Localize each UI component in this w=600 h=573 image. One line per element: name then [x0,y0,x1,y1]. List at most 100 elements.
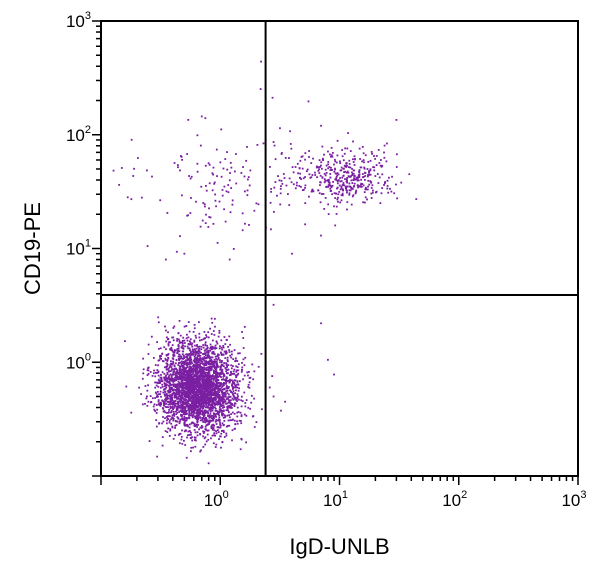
population-1-point [211,402,214,405]
population-1-point [177,345,180,348]
population-1-point [178,350,181,353]
population-1-point [187,376,190,378]
population-1-point [227,393,230,396]
population-1-point [193,359,196,362]
population-1-point [199,407,202,410]
population-1-point [221,414,224,417]
population-1-point [236,400,238,402]
population-2-point [292,171,295,174]
population-1-point [178,422,181,425]
population-2-point [301,167,304,170]
population-2-point [332,181,335,183]
population-2-point [380,159,382,161]
population-1-point [232,387,234,389]
population-1-point [195,351,198,354]
population-1-point [149,371,152,373]
population-1-point [178,374,181,376]
population-3-point [240,172,243,174]
population-1-point [222,424,225,427]
population-1-point [219,361,221,364]
population-1-point [181,393,184,395]
population-1-point [177,405,180,408]
population-1-point [183,369,186,371]
population-1-point [161,422,163,425]
population-3-point [130,138,133,141]
population-2-point [299,172,302,175]
population-1-point [187,374,190,376]
population-1-point [146,369,149,371]
population-1-point [200,339,203,341]
population-2-point [288,177,291,180]
population-1-point [228,406,231,408]
population-1-point [205,400,208,402]
population-1-point [199,366,202,369]
population-1-point [187,375,190,377]
population-1-point [207,399,210,402]
population-1-point [202,396,205,399]
population-1-point [223,393,226,396]
population-1-point [229,374,231,377]
population-1-point [157,371,159,374]
population-1-point [222,397,225,400]
population-1-point [170,376,173,379]
population-2-point [289,143,292,145]
population-1-point [185,359,188,362]
population-2-point [351,172,354,175]
population-1-point [217,410,220,413]
population-1-point [211,409,214,412]
population-1-point [197,352,200,355]
population-1-point [191,402,194,405]
population-1-point [229,380,232,382]
population-1-point [187,409,190,411]
population-1-point [171,378,174,381]
population-1-point [204,443,207,446]
population-1-point [218,414,221,417]
population-1-point [207,392,210,394]
population-2-point [331,155,334,158]
population-1-point [203,417,206,420]
population-1-point [226,389,229,392]
population-1-point [198,385,201,388]
population-2-point [321,193,323,195]
population-2-point [364,175,367,177]
population-1-point [176,411,179,414]
population-2-point [387,191,390,194]
population-1-point [156,381,159,384]
population-3-point [243,175,246,178]
population-3-point [269,201,272,204]
population-1-point [185,384,187,387]
population-1-point [189,391,192,393]
population-1-point [179,418,182,421]
population-1-point [192,363,195,366]
population-3-point [231,199,234,202]
population-1-point [202,344,205,346]
population-1-point [188,376,191,378]
population-2-point [361,183,364,185]
population-1-point [206,414,209,417]
population-1-point [207,390,210,393]
population-1-point [207,349,210,352]
population-1-point [202,420,205,423]
population-1-point [178,394,181,397]
population-1-point [175,375,178,378]
population-1-point [195,360,198,363]
population-1-point [208,372,211,374]
population-1-point [164,375,167,378]
population-1-point [183,357,186,359]
population-1-point [155,412,158,414]
population-1-point [218,388,221,390]
population-1-point [188,358,191,360]
population-1-point [224,416,226,419]
population-2-point [370,192,373,195]
population-1-point [170,379,173,382]
population-1-point [180,380,183,382]
population-1-point [201,419,204,422]
population-1-point [182,360,185,363]
population-1-point [208,360,211,363]
population-1-point [190,422,193,425]
population-1-point [183,405,186,408]
population-1-point [178,442,181,445]
population-1-point [175,413,178,416]
population-1-point [201,394,204,397]
